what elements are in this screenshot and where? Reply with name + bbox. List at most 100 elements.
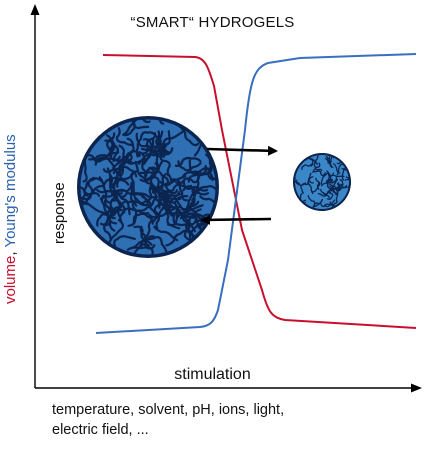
polymer-strand xyxy=(315,177,320,190)
polymer-strand xyxy=(83,177,103,197)
polymer-strand xyxy=(113,162,125,190)
polymer-strand xyxy=(123,119,136,137)
polymer-strand xyxy=(175,199,200,212)
polymer-strand xyxy=(146,166,170,185)
polymer-strand xyxy=(157,191,180,209)
polymer-strand xyxy=(137,150,164,165)
polymer-strand xyxy=(183,210,196,238)
polymer-strand xyxy=(153,225,179,242)
response-label: response xyxy=(51,182,68,244)
polymer-strand xyxy=(151,173,173,194)
collapsed-hydrogel-icon xyxy=(293,153,351,211)
stimuli-line-1: temperature, solvent, pH, ions, light, xyxy=(52,402,285,418)
polymer-strand xyxy=(307,195,316,206)
swollen-hydrogel-icon xyxy=(77,116,219,258)
polymer-strand xyxy=(171,178,189,202)
x-axis-label: stimulation xyxy=(174,366,251,383)
polymer-strand xyxy=(148,207,176,219)
polymer-strand xyxy=(115,127,135,146)
polymer-strand xyxy=(122,119,139,136)
polymer-strand xyxy=(295,174,301,186)
polymer-strand xyxy=(326,190,334,200)
polymer-strand xyxy=(139,162,159,183)
polymer-strand xyxy=(153,176,170,201)
y-axis-label: volume, Young's modulus xyxy=(2,134,19,304)
polymer-strand xyxy=(306,182,314,195)
polymer-strand xyxy=(172,215,197,227)
polymer-strand xyxy=(327,155,333,164)
polymer-strand xyxy=(330,178,339,191)
y-axis-label-separator: , xyxy=(2,247,19,256)
polymer-strand xyxy=(326,170,333,182)
polymer-strand xyxy=(152,196,177,215)
polymer-strand xyxy=(329,183,337,196)
polymer-strand xyxy=(157,188,182,201)
polymer-strand xyxy=(313,170,326,177)
youngs-modulus-curve xyxy=(95,53,417,334)
swell-arrow xyxy=(200,214,272,225)
y-axis-label-modulus: Young's modulus xyxy=(2,134,19,248)
polymer-strand xyxy=(106,167,116,196)
polymer-strand xyxy=(320,203,333,208)
polymer-strand xyxy=(332,163,339,176)
polymer-strand xyxy=(135,185,153,205)
polymer-strand xyxy=(158,130,171,155)
collapse-arrow xyxy=(206,145,278,156)
polymer-strand xyxy=(321,181,334,187)
polymer-strand xyxy=(189,184,216,193)
polymer-strand xyxy=(134,160,154,181)
polymer-strand xyxy=(325,155,333,168)
polymer-strand xyxy=(133,225,153,246)
polymer-strand xyxy=(328,155,337,164)
polymer-strand xyxy=(178,125,200,147)
diagram-title: “SMART“ HYDROGELS xyxy=(130,14,295,31)
polymer-strand xyxy=(304,176,314,186)
polymer-strand xyxy=(315,155,320,164)
polymer-strand xyxy=(106,134,116,161)
polymer-strand xyxy=(130,171,137,201)
polymer-strand xyxy=(320,172,326,185)
polymer-strand xyxy=(127,200,138,227)
polymer-strand xyxy=(334,184,344,195)
y-axis-arrow xyxy=(30,4,40,15)
stimuli-list: temperature, solvent, pH, ions, light, e… xyxy=(52,400,422,440)
polymer-strand xyxy=(113,235,136,249)
polymer-strand xyxy=(209,173,216,194)
polymer-strand xyxy=(112,144,126,169)
polymer-strand xyxy=(112,165,138,178)
polymer-strand xyxy=(163,189,178,207)
polymer-strand xyxy=(142,138,155,166)
polymer-strand xyxy=(143,219,153,247)
polymer-strand xyxy=(184,215,195,242)
polymer-strand xyxy=(80,192,92,203)
polymer-strand xyxy=(301,163,313,171)
polymer-strand xyxy=(138,151,148,179)
volume-curve xyxy=(102,54,417,329)
y-axis-label-volume: volume xyxy=(2,255,19,304)
polymer-strand xyxy=(103,214,114,240)
polymer-strand xyxy=(129,186,148,207)
polymer-strand xyxy=(141,195,160,220)
polymer-strand xyxy=(159,150,171,177)
polymer-strand xyxy=(162,129,185,148)
x-axis-arrow xyxy=(411,383,422,393)
polymer-strand xyxy=(199,195,216,208)
polymer-strand xyxy=(146,236,168,253)
polymer-strand xyxy=(344,171,349,181)
polymer-strand xyxy=(322,172,335,177)
polymer-strand xyxy=(133,235,157,254)
stimuli-line-2: electric field, ... xyxy=(52,422,149,438)
polymer-strand xyxy=(164,207,181,230)
polymer-strand xyxy=(159,119,173,125)
polymer-strand xyxy=(110,181,133,198)
polymer-strand xyxy=(120,150,134,177)
polymer-strand xyxy=(177,204,204,218)
polymer-strand xyxy=(165,229,191,247)
polymer-strand xyxy=(137,191,157,212)
polymer-strand xyxy=(108,219,125,244)
polymer-strand xyxy=(139,132,157,155)
polymer-strand xyxy=(125,119,151,124)
polymer-strand xyxy=(312,198,324,208)
polymer-strand xyxy=(300,182,306,194)
